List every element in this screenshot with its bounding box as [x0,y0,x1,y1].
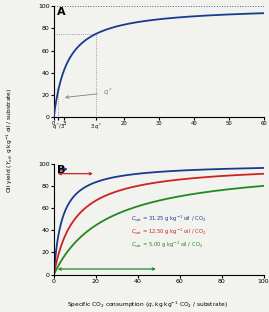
Text: $q^*$: $q^*$ [66,86,113,99]
Text: $C_{sat}$ = 31.25 g kg$^{-1}$ oil / CO$_2$: $C_{sat}$ = 31.25 g kg$^{-1}$ oil / CO$_… [132,214,207,224]
Text: Oil yield ($Y_{oil}$, g kg$^{-1}$ oil / substrate): Oil yield ($Y_{oil}$, g kg$^{-1}$ oil / … [4,88,15,193]
Text: B: B [57,165,65,175]
Text: $C_{sat}$ = 12.50 g kg$^{-1}$ oil / CO$_2$: $C_{sat}$ = 12.50 g kg$^{-1}$ oil / CO$_… [132,227,207,237]
Text: A: A [57,7,66,17]
Text: $C_{sat}$ = 5.00 g kg$^{-2}$ oil / CO$_2$: $C_{sat}$ = 5.00 g kg$^{-2}$ oil / CO$_2… [132,240,204,251]
Text: Specific CO$_2$ consumption ($q$, kg kg$^{-1}$ CO$_2$ / substrate): Specific CO$_2$ consumption ($q$, kg kg$… [68,300,228,310]
